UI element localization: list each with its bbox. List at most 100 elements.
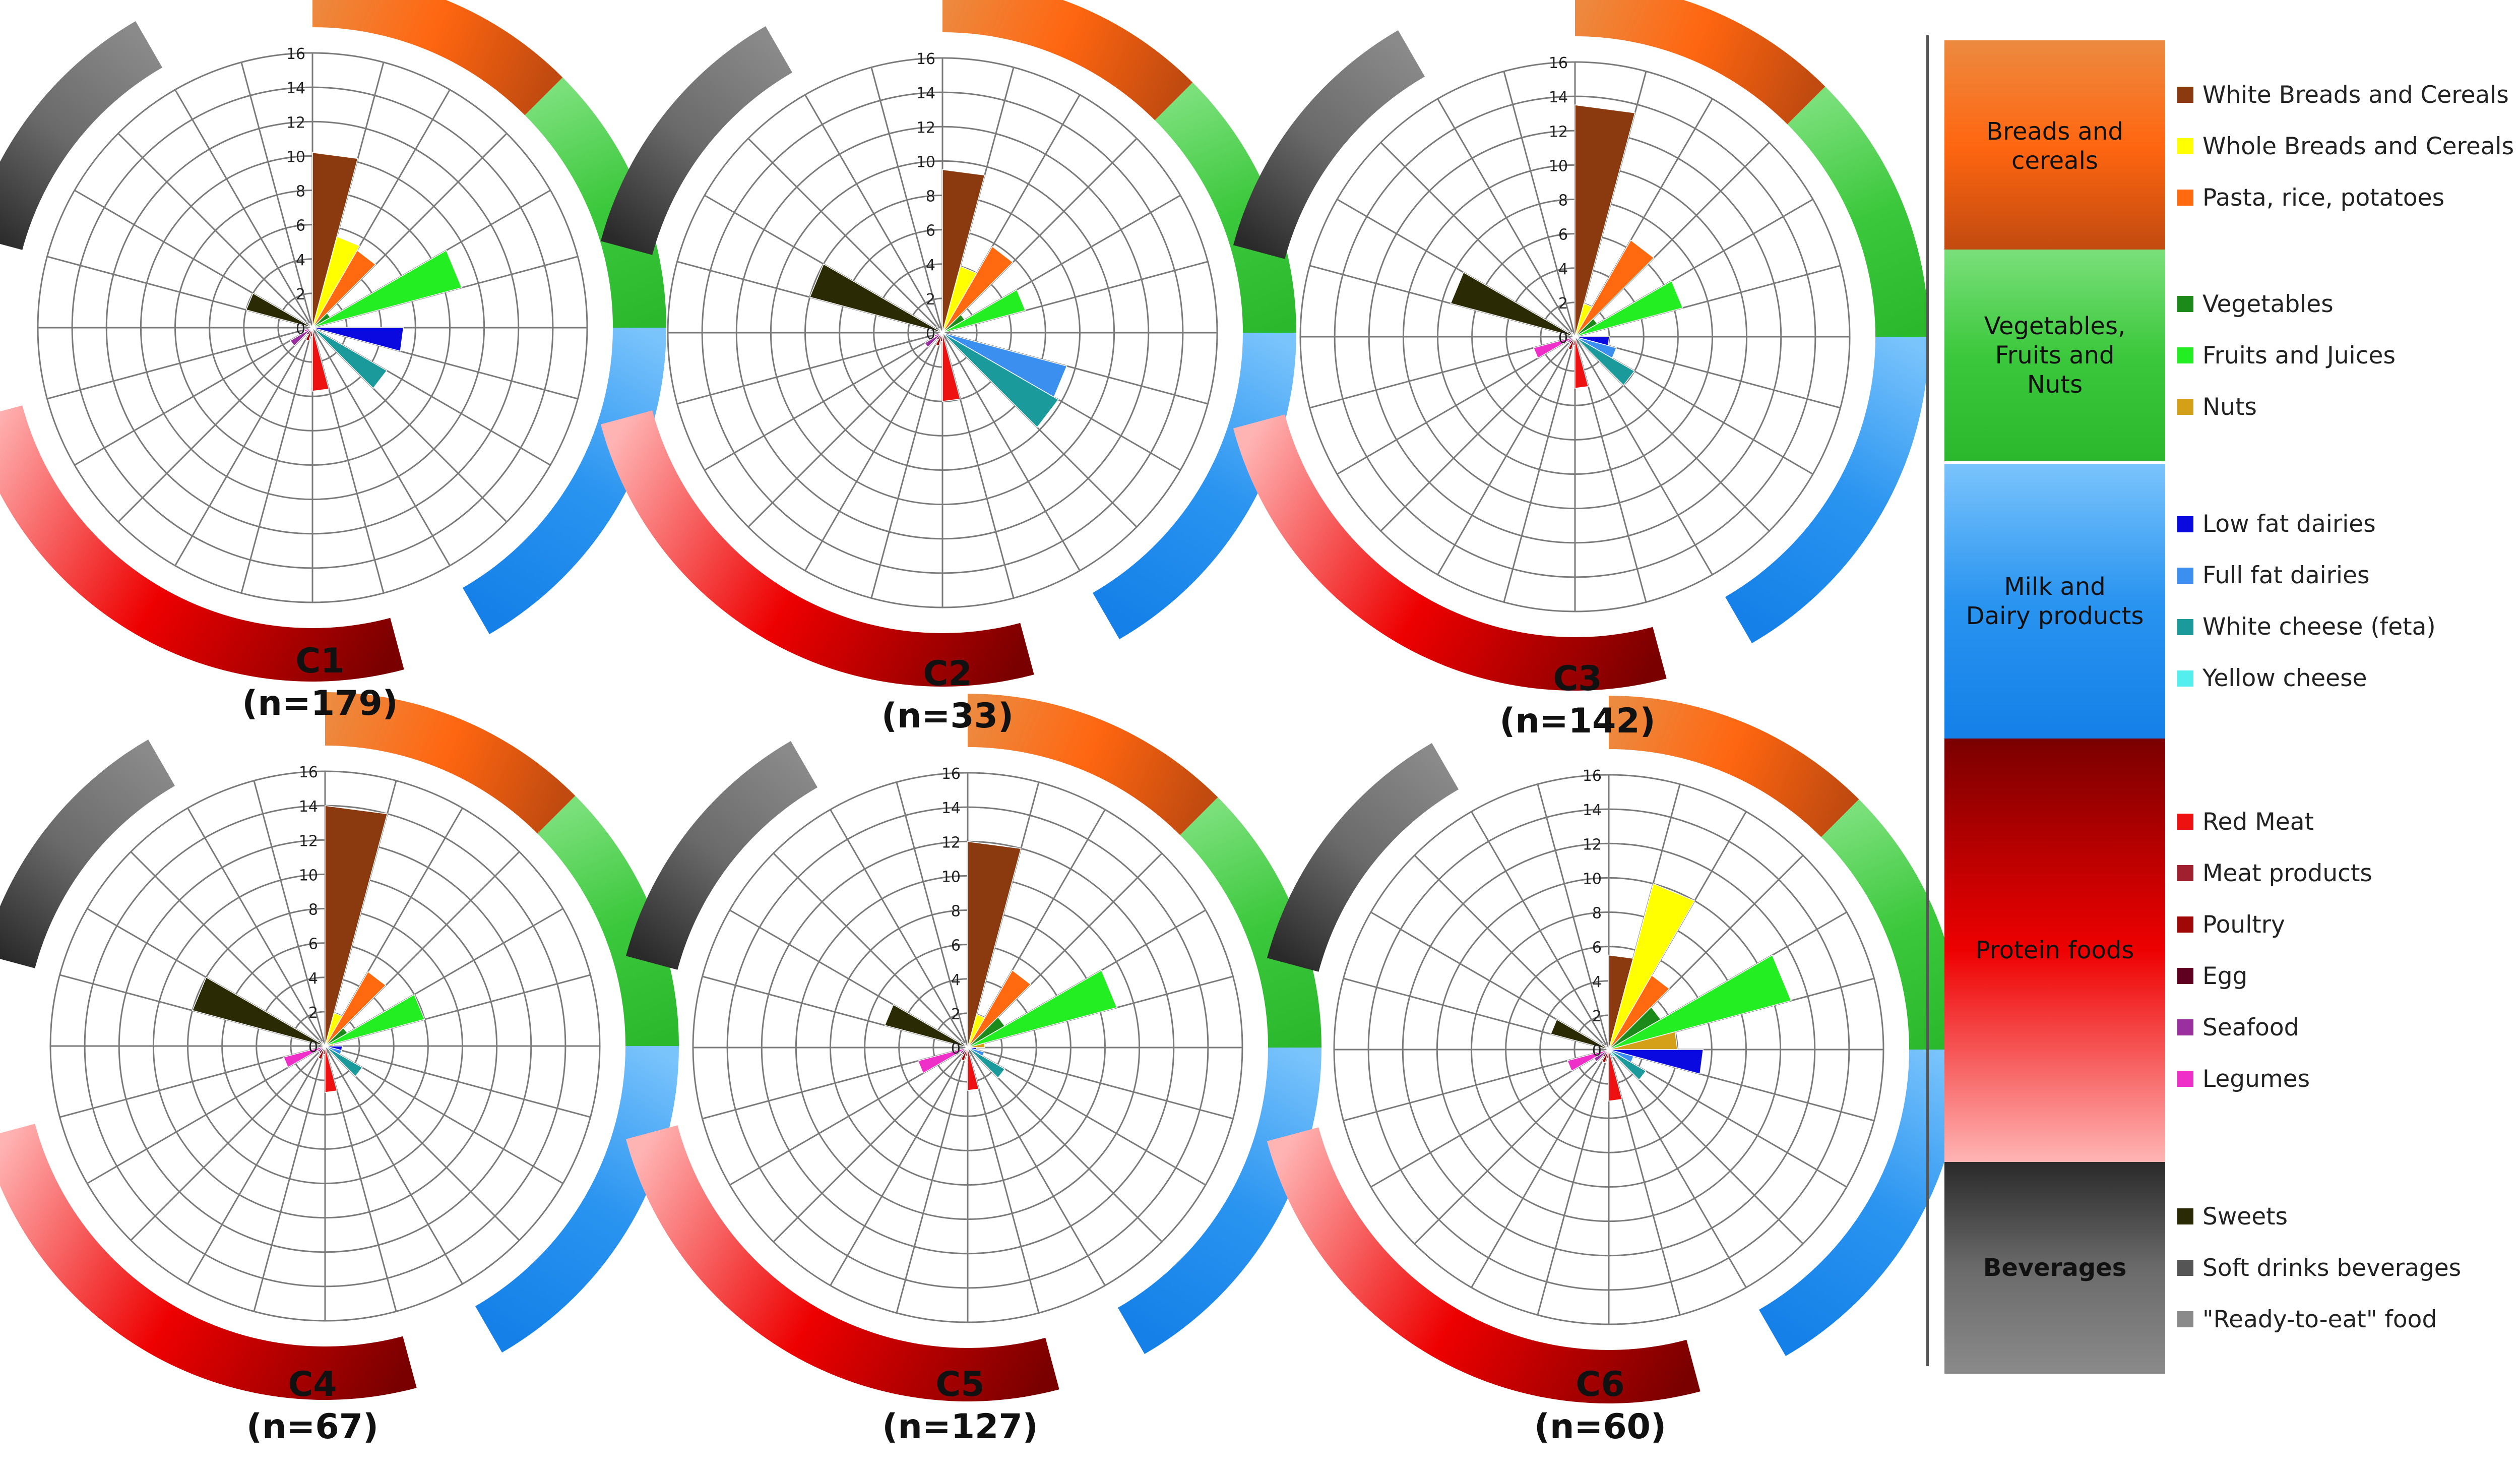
tick-label: 6 [951,937,961,955]
bar-legumes [933,332,943,338]
legend-label: Red Meat [2202,808,2314,836]
legend-item: Yellow cheese [2177,663,2367,694]
bar-ready-to-eat [308,323,313,328]
legend-group-title-line: Breads and [1986,117,2123,146]
legend-divider [1926,35,1929,1366]
bar-red-meat [1608,1049,1623,1102]
grid-spoke [1309,336,1576,409]
grid-spoke [773,852,969,1049]
bar-legumes [303,327,313,333]
bar-red-meat [967,1047,979,1091]
grid-spoke [253,780,326,1047]
tick-label: 16 [941,765,961,783]
bar-legumes [1533,336,1576,359]
legend-item: White Breads and Cereals [2177,80,2509,110]
panel-caption-c6: C6 (n=60) [1449,1364,1751,1448]
bar-white-cheese [942,332,1059,428]
legend-group-bar-0 [1944,40,2165,252]
legend-swatch [2177,399,2193,415]
ring-segment-1 [537,795,679,1046]
legend-swatch [2177,968,2193,984]
legend-swatch [2177,138,2193,154]
tick-label: 0 [951,1040,961,1058]
bar-pasta [312,250,376,328]
legend-label: Fruits and Juices [2202,341,2396,370]
cluster-n-c5: (n=127) [882,1407,1038,1447]
tick-label: 6 [926,222,935,240]
legend-swatch [2177,619,2193,635]
cluster-name-c5: C5 [935,1365,985,1404]
grid-spoke [1380,142,1576,338]
grid-spoke [324,1045,520,1241]
tick-label: 2 [951,1006,961,1023]
cluster-name-c3: C3 [1553,659,1602,699]
grid-spoke [117,133,313,329]
legend-label: Poultry [2202,910,2285,939]
bar-ready-to-eat [321,1041,326,1047]
grid-spoke [1337,336,1576,475]
ring-segment-0 [942,0,1193,120]
legend-label: White cheese (feta) [2202,613,2436,641]
cluster-n-c3: (n=142) [1499,701,1656,741]
panel-caption-c2: C2 (n=33) [796,653,1099,738]
grid-spoke [704,332,943,471]
legend-label: White Breads and Cereals [2202,81,2509,109]
tick-label: 14 [299,798,318,816]
bar-ready-to-eat [1570,332,1576,337]
tick-label: 4 [1592,973,1602,991]
legend-label: Soft drinks beverages [2202,1254,2462,1282]
grid-spoke [1414,1049,1610,1245]
legend-label: Meat products [2202,859,2372,887]
grid-spoke [677,332,943,405]
bar-pasta [325,971,387,1047]
grid-spoke [1503,71,1576,337]
grid-spoke [87,1045,326,1184]
bar-sweets [245,292,313,328]
tick-label: 10 [941,868,961,886]
legend-item: Egg [2177,961,2247,991]
bar-fruits [312,250,463,328]
legend-swatch [2177,670,2193,687]
tick-label: 10 [299,867,318,884]
ring-segment-2 [1759,1050,1963,1356]
tick-label: 12 [941,834,961,851]
legend-swatch [2177,1311,2193,1327]
legend-swatch [2177,347,2193,363]
panel-caption-c1: C1 (n=179) [169,640,471,725]
grid-spoke [870,332,943,598]
grid-spoke [47,327,313,400]
legend-group-bar-4 [1944,1162,2165,1374]
legend-label: Legumes [2202,1065,2310,1093]
grid-spoke [830,1047,969,1286]
ring-segment-2 [1093,333,1296,639]
ring-segment-1 [1787,86,1929,337]
tick-label: 4 [1558,261,1568,278]
tick-label: 12 [1583,836,1602,853]
ring-segment-2 [1725,337,1929,643]
grid-spoke [1414,854,1610,1051]
tick-label: 12 [299,832,318,850]
legend-label: Sweets [2202,1202,2288,1231]
grid-spoke [967,1047,1206,1186]
tick-label: 14 [1583,802,1602,819]
legend-swatch [2177,1260,2193,1276]
ring-segment-3 [1233,414,1667,691]
bar-pasta [1574,239,1655,337]
legend-swatch [2177,814,2193,830]
tick-label: 4 [951,971,961,989]
bar-white-cheese [312,327,388,389]
bar-white-cheese [325,1046,363,1077]
legend-group-title-line: Dairy products [1966,601,2144,630]
tick-label: 10 [1583,870,1602,888]
grid-spoke [1380,336,1576,532]
bar-legumes [1566,1049,1609,1072]
grid-spoke [804,332,943,571]
ring-segment-0 [1575,0,1825,125]
bar-low-fat [312,327,404,352]
ring-segment-3 [0,1124,417,1400]
grid-spoke [1437,336,1576,575]
polar-chart-c2: 0 2 4 6 8 10 12 14 16 [600,0,1296,687]
ring-segment-4 [0,21,162,250]
grid-spoke [1370,1049,1609,1188]
tick-label: 14 [286,80,305,97]
